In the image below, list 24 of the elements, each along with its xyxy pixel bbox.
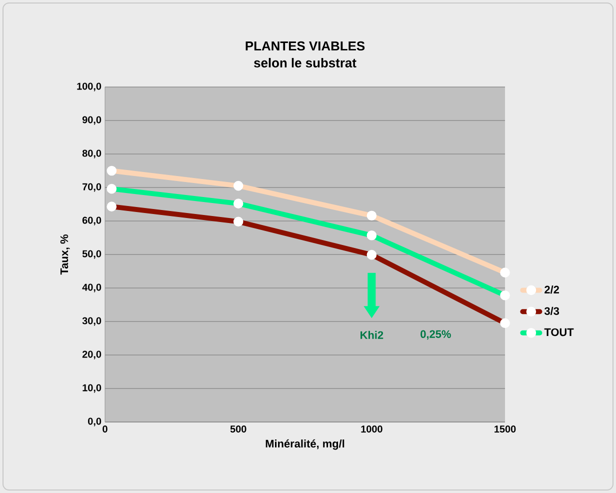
y-tick-label: 80,0 — [82, 150, 102, 158]
y-tick-label: 30,0 — [82, 317, 102, 326]
y-tick-label: 20,0 — [82, 350, 102, 360]
y-tick-label: 0,0 — [88, 418, 102, 426]
y-tick-label: 100,0 — [77, 82, 102, 92]
y-tick-label: 60,0 — [82, 216, 102, 226]
y-tick-label: 40,0 — [82, 284, 102, 292]
y-tick-label: 90,0 — [82, 116, 102, 125]
legend-label: TOUT — [544, 328, 574, 336]
legend-label: 2/2 — [544, 285, 559, 294]
x-tick-label: 0 — [102, 426, 108, 433]
x-axis-title: Minéralité, mg/l — [266, 439, 344, 450]
chart-title: PLANTES VIABLES — [246, 41, 365, 51]
y-axis-title: Taux, % — [60, 234, 70, 275]
annotation: 0,25% — [420, 330, 451, 340]
x-tick-label: 500 — [230, 426, 246, 433]
chart-subtitle: selon le substrat — [254, 58, 356, 68]
y-tick-label: 10,0 — [82, 384, 102, 393]
y-tick-label: 50,0 — [82, 250, 102, 259]
legend-label: 3/3 — [544, 306, 560, 316]
y-tick-label: 70,0 — [82, 183, 102, 192]
x-tick-label: 1500 — [494, 426, 516, 433]
x-tick-label: 1000 — [361, 426, 382, 433]
annotation: Khi2 — [360, 330, 384, 339]
